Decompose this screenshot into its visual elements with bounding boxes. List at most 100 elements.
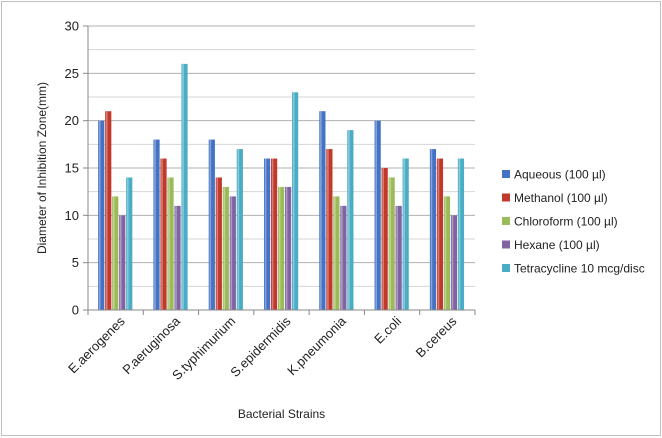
bar-highlight xyxy=(264,158,267,310)
bar-rect xyxy=(429,149,437,310)
bar-rect xyxy=(292,92,299,311)
bar-highlight xyxy=(126,177,129,310)
bar-highlight xyxy=(444,196,447,310)
bar-highlight xyxy=(223,186,226,310)
bar-highlight xyxy=(119,215,122,310)
bar-rect xyxy=(153,139,160,310)
bar-highlight xyxy=(161,158,163,310)
bar-rect xyxy=(126,177,133,310)
bar xyxy=(229,196,236,310)
bar xyxy=(174,205,181,310)
bar xyxy=(208,139,215,310)
bar-rect xyxy=(208,139,215,310)
bar xyxy=(105,111,112,310)
bar-rect xyxy=(271,158,278,310)
bar-rect xyxy=(326,149,333,310)
bar-highlight xyxy=(430,149,433,310)
bar-rect xyxy=(388,177,395,310)
bar-highlight xyxy=(271,158,274,310)
bar xyxy=(160,158,167,310)
bar-rect xyxy=(236,149,243,310)
bar-highlight xyxy=(451,215,454,310)
bar-highlight xyxy=(458,158,461,310)
bar xyxy=(126,177,133,310)
bar-rect xyxy=(457,158,465,310)
bar-rect xyxy=(160,158,167,310)
bar xyxy=(278,186,285,310)
bar xyxy=(402,158,409,310)
bar-rect xyxy=(229,196,236,310)
bar xyxy=(319,111,326,310)
bar-highlight xyxy=(334,196,336,310)
bar-highlight xyxy=(154,139,156,310)
bar-highlight xyxy=(216,177,219,310)
bar xyxy=(388,177,395,310)
bar xyxy=(292,92,299,311)
bar-rect xyxy=(181,63,188,310)
x-axis-title: Bacterial Strains xyxy=(238,407,325,421)
bar-rect xyxy=(264,158,271,310)
bar xyxy=(326,149,333,310)
y-tick-label: 10 xyxy=(65,208,79,223)
bar-rect xyxy=(98,120,105,311)
y-axis-title: Diameter of Inhibition Zone(mm) xyxy=(35,82,49,254)
bar-highlight xyxy=(292,92,295,311)
bar xyxy=(436,158,444,310)
legend-swatch xyxy=(502,264,510,272)
bar-rect xyxy=(112,196,119,310)
y-tick-label: 0 xyxy=(72,303,79,318)
bar-rect xyxy=(105,111,112,310)
bar xyxy=(381,168,388,310)
bar-rect xyxy=(167,177,174,310)
bar-highlight xyxy=(209,139,212,310)
bar-highlight xyxy=(327,149,329,310)
bar xyxy=(457,158,465,310)
bar-highlight xyxy=(237,149,240,310)
legend-label: Methanol (100 µl) xyxy=(514,191,608,205)
bar-rect xyxy=(319,111,326,310)
bar-rect xyxy=(436,158,444,310)
bars xyxy=(98,63,465,311)
bar-rect xyxy=(278,186,285,310)
bar-rect xyxy=(174,205,181,310)
y-tick-label: 20 xyxy=(65,113,79,128)
bar xyxy=(333,196,340,310)
legend-label: Hexane (100 µl) xyxy=(514,238,600,252)
x-tick-label: B.cereus xyxy=(413,313,460,360)
bar xyxy=(222,186,229,310)
bar-rect xyxy=(395,205,402,310)
bar-highlight xyxy=(112,196,115,310)
bar xyxy=(153,139,160,310)
legend-label: Chloroform (100 µl) xyxy=(514,215,618,229)
legend-entry: Hexane (100 µl) xyxy=(502,238,600,252)
bar-highlight xyxy=(175,205,177,310)
bar-rect xyxy=(285,186,292,310)
legend-swatch xyxy=(502,170,510,178)
x-tick-label: E.coli xyxy=(371,313,404,346)
bar-highlight xyxy=(341,205,343,310)
bar-rect xyxy=(443,196,451,310)
bar xyxy=(215,177,222,310)
x-tick-label: K.pneumonia xyxy=(284,313,349,378)
bar-highlight xyxy=(182,63,184,310)
bar-highlight xyxy=(403,158,405,310)
bar-highlight xyxy=(278,186,281,310)
bar xyxy=(271,158,278,310)
legend-entry: Tetracycline 10 mcg/disc xyxy=(502,262,645,276)
bar-highlight xyxy=(396,205,398,310)
bar xyxy=(236,149,243,310)
legend-entry: Aqueous (100 µl) xyxy=(502,168,606,182)
bar-highlight xyxy=(348,130,350,310)
bar xyxy=(119,215,126,310)
bar-highlight xyxy=(105,111,108,310)
bar xyxy=(181,63,188,310)
bar-rect xyxy=(340,205,347,310)
bar-rect xyxy=(374,120,381,311)
y-tick-label: 5 xyxy=(72,255,79,270)
bar xyxy=(264,158,271,310)
bar-highlight xyxy=(389,177,391,310)
bar xyxy=(395,205,402,310)
bar-highlight xyxy=(230,196,233,310)
bar xyxy=(285,186,292,310)
y-tick-label: 30 xyxy=(65,19,79,34)
